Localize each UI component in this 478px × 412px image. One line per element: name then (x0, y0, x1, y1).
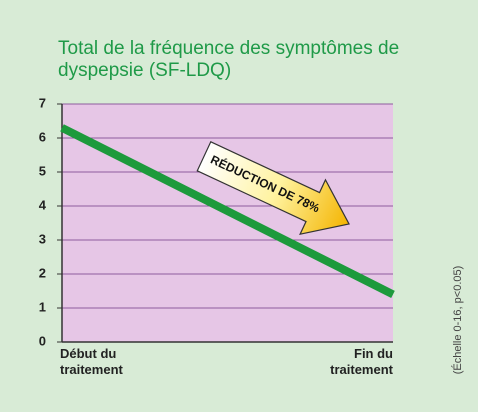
y-tick-label: 0 (39, 333, 46, 348)
y-tick-label: 4 (39, 197, 47, 212)
y-tick-label: 5 (39, 163, 46, 178)
y-tick-label: 3 (39, 231, 46, 246)
arrow-shape (196, 141, 350, 236)
x-tick-label: Fin du traitement (330, 346, 393, 377)
y-tick-label: 2 (39, 265, 46, 280)
data-line (60, 124, 395, 298)
y-tick-label: 7 (39, 95, 46, 110)
chart-title: Total de la fréquence des symptômes de d… (58, 38, 400, 81)
x-tick-label: Début du traitement (60, 346, 123, 377)
y-tick-label: 1 (39, 299, 46, 314)
note: (Échelle 0-16, p<0.05) (451, 266, 464, 375)
y-tick-label: 6 (39, 129, 46, 144)
